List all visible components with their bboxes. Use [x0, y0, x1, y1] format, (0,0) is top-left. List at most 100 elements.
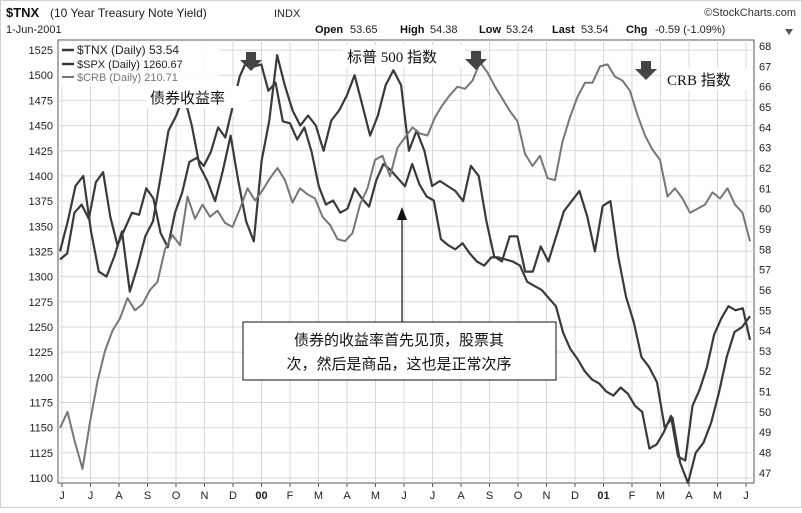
x-axis-tick-label: A — [457, 490, 465, 502]
open-value: 53.65 — [350, 24, 378, 36]
x-axis-tick-label: J — [59, 490, 65, 502]
x-axis-tick-label: J — [430, 490, 436, 502]
right-axis-tick-label: 64 — [759, 122, 771, 134]
x-axis-tick-label: O — [172, 490, 181, 502]
right-axis: 47 48 49 50 51 52 53 54 55 56 57 58 59 60 61 62 63 64 65 66… — [759, 41, 771, 480]
x-axis-tick-label: N — [201, 490, 209, 502]
x-axis-tick-label: O — [514, 490, 523, 502]
right-axis-tick-label: 66 — [759, 82, 771, 94]
legend-background — [60, 42, 220, 86]
right-axis-tick-label: 47 — [759, 468, 771, 480]
x-axis-tick-label: F — [629, 490, 636, 502]
sp500-label: 标普 500 指数 — [347, 49, 437, 66]
right-axis-tick-label: 60 — [759, 204, 771, 216]
left-axis-tick-label: 1475 — [29, 95, 53, 107]
brand-watermark: ©StockCharts.com — [704, 7, 796, 19]
x-axis-tick-label: M — [713, 490, 722, 502]
low-label: Low — [479, 24, 501, 36]
low-value: 53.24 — [506, 24, 534, 36]
x-axis-tick-label: D — [571, 490, 579, 502]
left-axis-tick-label: 1150 — [29, 423, 53, 435]
right-axis-tick-label: 59 — [759, 224, 771, 236]
left-axis-tick-label: 1275 — [29, 297, 53, 309]
left-axis-tick-label: 1525 — [29, 45, 53, 57]
x-axis-tick-label: S — [486, 490, 493, 502]
stock-peak-arrow-icon — [465, 51, 487, 70]
exchange: INDX — [274, 8, 301, 20]
right-axis-tick-label: 67 — [759, 61, 771, 73]
chg-label: Chg — [626, 24, 647, 36]
left-axis-tick-label: 1425 — [29, 146, 53, 158]
x-axis-tick-label: 01 — [597, 490, 609, 502]
last-label: Last — [552, 24, 575, 36]
gridlines — [58, 40, 754, 483]
bond-yield-label-bg — [146, 86, 250, 108]
x-axis-tick-label: A — [685, 490, 693, 502]
left-axis-tick-label: 1125 — [29, 448, 53, 460]
x-axis-tick-label: J — [743, 490, 749, 502]
right-axis-tick-label: 54 — [759, 326, 771, 338]
left-axis-tick-label: 1100 — [29, 473, 53, 485]
left-axis-tick-label: 1175 — [29, 397, 53, 409]
legend-item-tnx: $TNX (Daily) 53.54 — [77, 43, 179, 57]
x-axis-tick-label: J — [401, 490, 407, 502]
x-axis-tick-label: M — [314, 490, 323, 502]
right-axis-tick-label: 61 — [759, 183, 771, 195]
last-value: 53.54 — [581, 24, 609, 36]
x-axis-tick-label: A — [115, 490, 123, 502]
x-axis-tick-label: J — [88, 490, 94, 502]
right-axis-tick-label: 55 — [759, 305, 771, 317]
left-axis-tick-label: 1250 — [29, 322, 53, 334]
left-axis-tick-label: 1375 — [29, 196, 53, 208]
right-axis-tick-label: 58 — [759, 244, 771, 256]
x-axis-tick-label: M — [371, 490, 380, 502]
x-axis-tick-label: 00 — [255, 490, 267, 502]
sp500-label-bg — [343, 45, 465, 67]
down-triangle-icon — [785, 29, 793, 35]
x-axis-tick-label: F — [287, 490, 294, 502]
left-axis-tick-label: 1300 — [29, 272, 53, 284]
callout-box — [242, 321, 557, 381]
right-axis-tick-label: 63 — [759, 143, 771, 155]
crb-label-bg — [662, 68, 752, 90]
legend-item-spx: $SPX (Daily) 1260.67 — [77, 59, 183, 71]
left-axis-tick-label: 1350 — [29, 221, 53, 233]
right-axis-tick-label: 49 — [759, 427, 771, 439]
left-axis-tick-label: 1225 — [29, 347, 53, 359]
open-label: Open — [315, 24, 343, 36]
left-axis-tick-label: 1200 — [29, 372, 53, 384]
x-axis-tick-label: A — [343, 490, 351, 502]
right-axis-tick-label: 51 — [759, 387, 771, 399]
chart-date: 1-Jun-2001 — [6, 24, 62, 36]
right-axis-tick-label: 52 — [759, 366, 771, 378]
commodity-peak-arrow-icon — [635, 61, 657, 80]
right-axis-tick-label: 48 — [759, 448, 771, 460]
callout-text-line2: 次，然后是商品，这也是正常次序 — [286, 356, 511, 373]
left-axis: 1100 1125 1150 1175 1200 1225 1250 1275 1300 1325… — [29, 45, 53, 485]
series-line-spx — [58, 53, 751, 485]
callout-text-line1: 债券的收益率首先见顶，股票其 — [294, 332, 504, 349]
x-axis-tick-label: N — [543, 490, 551, 502]
x-axis-tick-label: D — [229, 490, 237, 502]
right-axis-tick-label: 53 — [759, 346, 771, 358]
chg-value: -0.59 (-1.09%) — [655, 24, 725, 36]
symbol-description: (10 Year Treasury Note Yield) — [50, 6, 207, 20]
crb-label: CRB 指数 — [667, 72, 731, 89]
legend-item-crb: $CRB (Daily) 210.71 — [77, 72, 178, 84]
high-value: 54.38 — [430, 24, 458, 36]
legend: $TNX (Daily) 53.54 $SPX (Daily) 1260.67 … — [60, 42, 220, 86]
right-axis-tick-label: 57 — [759, 265, 771, 277]
series-line-tnx — [59, 59, 752, 462]
right-axis-tick-label: 56 — [759, 285, 771, 297]
left-axis-tick-label: 1325 — [29, 246, 53, 258]
bond-yield-label: 债券收益率 — [150, 90, 225, 107]
right-axis-tick-label: 62 — [759, 163, 771, 175]
x-axis-tick-label: M — [656, 490, 665, 502]
left-axis-tick-label: 1500 — [29, 70, 53, 82]
right-axis-tick-label: 65 — [759, 102, 771, 114]
callout-arrowhead-icon — [397, 207, 407, 220]
series-layer — [58, 53, 752, 485]
x-axis-tick-label: S — [144, 490, 151, 502]
